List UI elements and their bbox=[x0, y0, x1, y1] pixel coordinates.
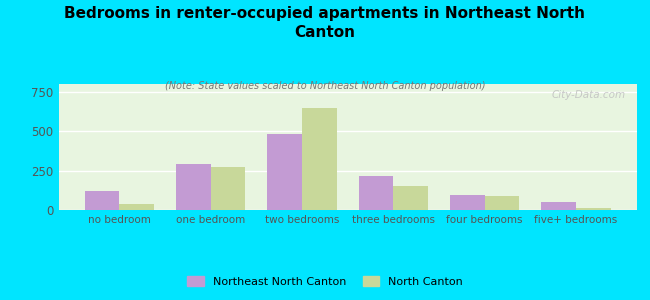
Bar bbox=[541, 202, 576, 210]
Bar bbox=[120, 204, 154, 210]
Bar bbox=[576, 208, 611, 210]
Bar bbox=[176, 164, 211, 210]
Bar bbox=[211, 167, 246, 210]
Text: Bedrooms in renter-occupied apartments in Northeast North
Canton: Bedrooms in renter-occupied apartments i… bbox=[64, 6, 586, 40]
Legend: Northeast North Canton, North Canton: Northeast North Canton, North Canton bbox=[183, 272, 467, 291]
Bar bbox=[485, 196, 519, 210]
Bar bbox=[267, 134, 302, 210]
Bar bbox=[393, 186, 428, 210]
Text: City-Data.com: City-Data.com bbox=[551, 90, 625, 100]
Bar bbox=[450, 195, 485, 210]
Bar bbox=[84, 191, 120, 210]
Text: (Note: State values scaled to Northeast North Canton population): (Note: State values scaled to Northeast … bbox=[164, 81, 486, 91]
Bar bbox=[359, 176, 393, 210]
Bar bbox=[302, 108, 337, 210]
